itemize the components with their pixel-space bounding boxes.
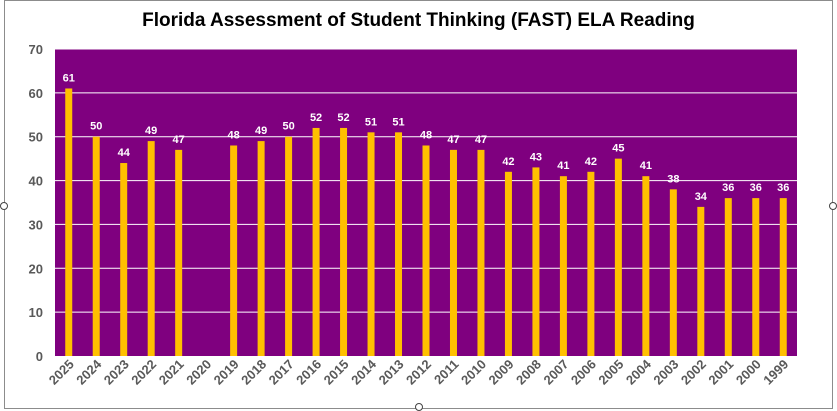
resize-handle-left[interactable] bbox=[0, 202, 8, 210]
chart-frame[interactable] bbox=[4, 0, 833, 409]
resize-handle-bottom[interactable] bbox=[415, 403, 423, 411]
resize-handle-right[interactable] bbox=[829, 202, 837, 210]
chart-title: Florida Assessment of Student Thinking (… bbox=[142, 10, 695, 31]
